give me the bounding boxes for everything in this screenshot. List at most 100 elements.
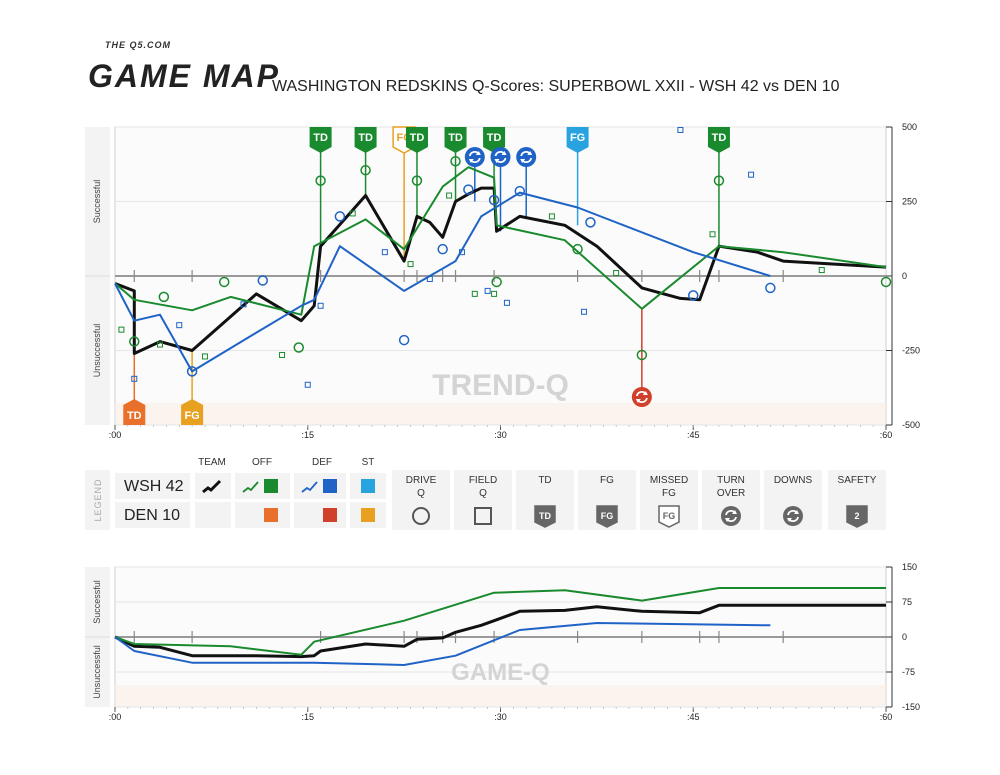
turnover-arrowhead xyxy=(520,159,526,163)
turnover-arrowhead xyxy=(501,151,507,155)
turnover-icon xyxy=(490,147,511,167)
brand-small-text: THE Q5.COM xyxy=(105,40,172,50)
td-badge-icon: TD xyxy=(309,127,332,153)
side-label-successful: Successful xyxy=(92,580,102,624)
legend-cell xyxy=(195,502,231,528)
legend-symbol-label: TURN xyxy=(717,475,745,486)
turnover-disc xyxy=(516,147,537,167)
drive-q-marker xyxy=(218,276,230,288)
badge-label: FG xyxy=(184,410,199,422)
legend-cell xyxy=(294,473,346,499)
field-q-marker xyxy=(349,210,356,217)
legend-label: LEGEND xyxy=(93,478,103,521)
badge-shape xyxy=(444,127,467,153)
drive-q-marker xyxy=(463,184,474,195)
x-tick-label: :00 xyxy=(109,430,122,440)
lower-band xyxy=(115,403,886,425)
legend-symbol-label: FIELD xyxy=(469,475,497,486)
turnover-disc xyxy=(490,147,511,167)
drive-q-marker xyxy=(880,276,892,288)
drive-q-marker xyxy=(491,276,502,288)
legend-column-header: DEF xyxy=(312,457,332,468)
legend-off-line-swatch xyxy=(242,481,259,493)
badge-label: TD xyxy=(448,132,463,144)
drive-q-marker xyxy=(572,243,583,255)
field-q-marker xyxy=(748,171,755,178)
field-q-marker xyxy=(548,213,555,220)
missed-fg-badge-icon: FG xyxy=(658,505,680,528)
legend-symbol-label: Q xyxy=(417,488,425,499)
chart-watermark-title: TREND-Q xyxy=(432,369,569,402)
legend-team-cell xyxy=(115,502,190,528)
td-badge-icon: TD xyxy=(534,505,556,528)
drive-q-marker xyxy=(360,164,371,176)
turnover-disc xyxy=(464,147,485,167)
drive-q-marker xyxy=(514,185,526,197)
legend-opp-def-swatch xyxy=(323,508,337,522)
field-q-marker xyxy=(131,375,138,382)
side-label-successful: Successful xyxy=(92,180,102,224)
badge-shape xyxy=(483,127,506,153)
y-tick-label: 150 xyxy=(902,562,917,572)
drive-q-marker xyxy=(585,217,596,228)
x-tick-label: :30 xyxy=(494,712,507,722)
page-title: WASHINGTON REDSKINS Q-Scores: SUPERBOWL … xyxy=(272,78,840,95)
badge-shape xyxy=(596,505,618,528)
side-label-unsuccessful: Unsuccessful xyxy=(92,324,102,378)
badge-label: TD xyxy=(539,511,551,521)
drive-q-marker xyxy=(129,336,140,347)
td-badge-icon: TD xyxy=(123,399,146,425)
side-band-unsuccessful xyxy=(85,637,110,707)
field-q-marker xyxy=(491,290,498,297)
downs-icon xyxy=(783,506,803,526)
legend-def-swatch xyxy=(323,479,337,493)
td-badge-icon: TD xyxy=(405,127,428,153)
x-tick-label: :30 xyxy=(494,430,507,440)
field-q-marker xyxy=(240,301,247,308)
turnover-arrowhead xyxy=(794,510,799,514)
legend-opp-off-swatch xyxy=(264,508,278,522)
field-q-marker xyxy=(279,351,286,358)
field-q-marker xyxy=(458,249,465,256)
field-q-marker xyxy=(446,192,453,199)
turnover-arrowhead xyxy=(475,151,481,155)
legend-symbol-label: FG xyxy=(600,475,614,486)
legend-symbol-cell xyxy=(392,470,450,530)
drive-q-marker xyxy=(398,334,410,346)
turnover-arrowhead xyxy=(468,159,474,163)
chart-watermark-title: GAME-Q xyxy=(451,659,550,686)
badge-shape xyxy=(405,127,428,153)
badge-shape xyxy=(566,127,589,153)
badge-shape xyxy=(123,399,146,425)
legend-team-cell xyxy=(115,473,190,499)
badge-label: TD xyxy=(313,132,328,144)
turnover-arrowhead xyxy=(494,159,500,163)
legend-team-den: DEN 10 xyxy=(124,507,180,524)
field-q-marker xyxy=(503,299,510,306)
legend-panel: LEGEND TEAM OFF DEF ST WSH 42 DEN 10 DRIVE Q FIEL… xyxy=(85,457,886,530)
legend-team-line-swatch xyxy=(202,479,222,494)
series-line-team xyxy=(114,603,886,659)
legend-def-line-swatch xyxy=(301,481,318,493)
lower-band xyxy=(115,685,886,707)
legend-off-swatch xyxy=(264,479,278,493)
legend-column-header: TEAM xyxy=(198,457,226,468)
legend-st-swatch xyxy=(361,479,375,493)
x-tick-label: :15 xyxy=(301,712,314,722)
legend-symbol-label: SAFETY xyxy=(838,475,877,486)
badge-label: TD xyxy=(358,132,373,144)
legend-team-wsh: WSH 42 xyxy=(124,478,184,495)
side-band-successful xyxy=(85,127,110,276)
game-q-chart: Successful Unsuccessful 150 75 0 -75 -150:00:1… xyxy=(85,562,920,722)
badge-label: TD xyxy=(487,132,502,144)
turnover-icon xyxy=(464,147,485,167)
drive-q-marker xyxy=(488,194,500,206)
y-tick-label: 500 xyxy=(902,122,917,132)
drive-q-marker xyxy=(257,275,269,286)
field-q-marker xyxy=(677,126,684,133)
side-band-unsuccessful xyxy=(85,276,110,425)
badge-label: FG xyxy=(663,511,676,521)
drive-q-marker xyxy=(293,342,305,353)
turnover-arrowhead xyxy=(787,518,792,522)
circle-icon xyxy=(412,507,430,525)
